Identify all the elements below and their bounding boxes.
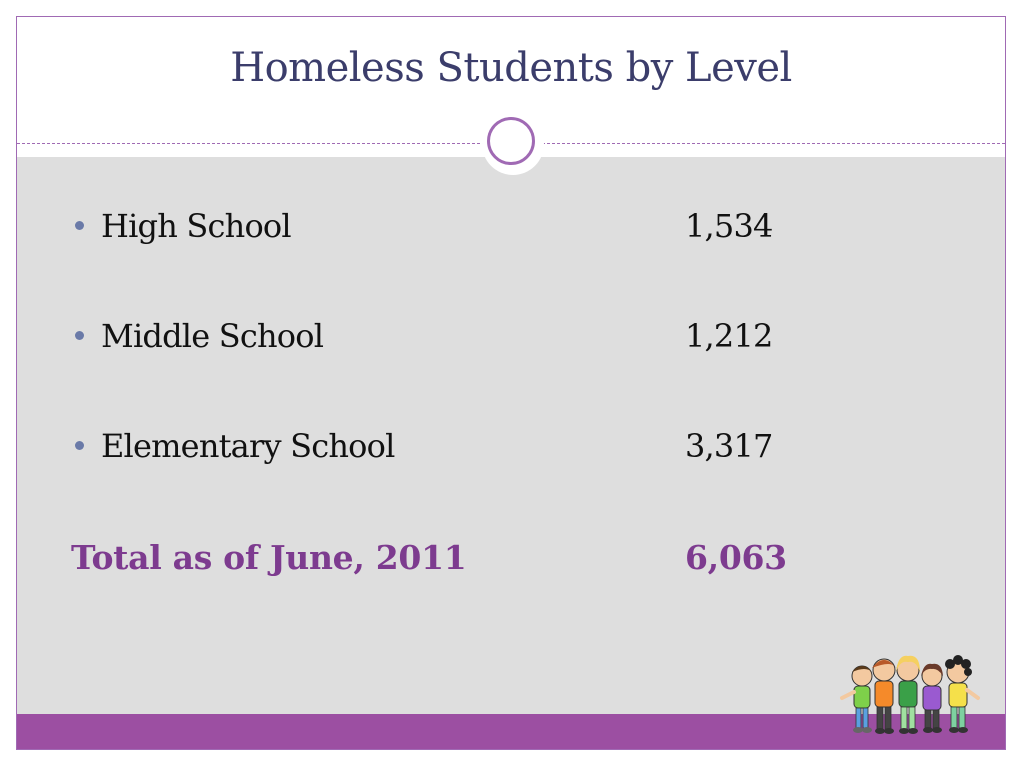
slide-title: Homeless Students by Level (230, 45, 792, 91)
item-label: Elementary School (101, 427, 395, 465)
bullet-icon (75, 221, 84, 230)
children-group-icon (840, 655, 980, 734)
total-value: 6,063 (685, 538, 787, 577)
total-label: Total as of June, 2011 (71, 538, 467, 577)
bullet-icon (75, 441, 84, 450)
item-value: 1,534 (685, 207, 773, 245)
item-label: High School (101, 207, 292, 245)
item-label: Middle School (101, 317, 324, 355)
item-value: 1,212 (685, 317, 773, 355)
bullet-icon (75, 331, 84, 340)
slide: Homeless Students by Level High School 1… (16, 16, 1006, 750)
content-area (17, 157, 1005, 716)
item-value: 3,317 (685, 427, 773, 465)
ring-ornament-icon (487, 117, 535, 165)
footer-bar (17, 714, 1005, 749)
